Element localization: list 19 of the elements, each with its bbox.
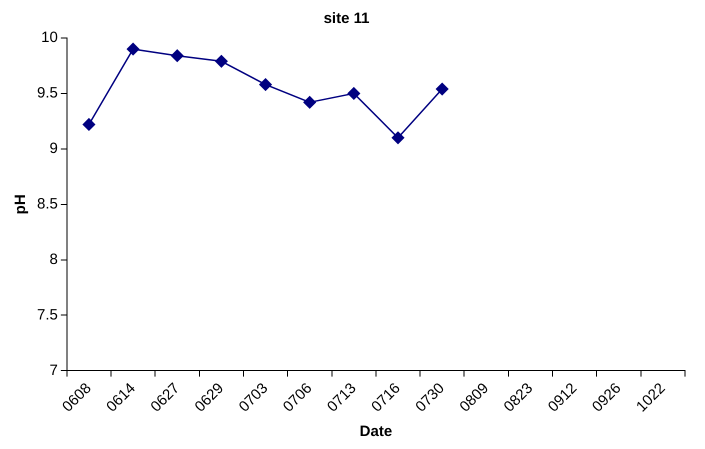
point <box>215 55 228 68</box>
point <box>126 42 140 56</box>
point <box>348 87 360 100</box>
y-tick-label: 7 <box>50 362 58 379</box>
y-tick-label: 7.5 <box>36 306 58 324</box>
point <box>82 118 96 131</box>
point <box>303 96 316 109</box>
y-tick-label: 8 <box>50 250 58 268</box>
point <box>170 49 184 62</box>
chart-title: site 11 <box>324 10 370 28</box>
y-tick-label: 9.5 <box>36 84 58 102</box>
point <box>392 132 404 144</box>
point <box>436 82 448 96</box>
y-tick-label: 8.5 <box>36 195 58 212</box>
y-tick-label: 9 <box>50 140 58 158</box>
point <box>259 78 272 91</box>
y-tick-label: 10 <box>41 29 58 46</box>
y-axis-title: pH <box>12 194 30 214</box>
x-axis-title: Date <box>360 423 392 440</box>
